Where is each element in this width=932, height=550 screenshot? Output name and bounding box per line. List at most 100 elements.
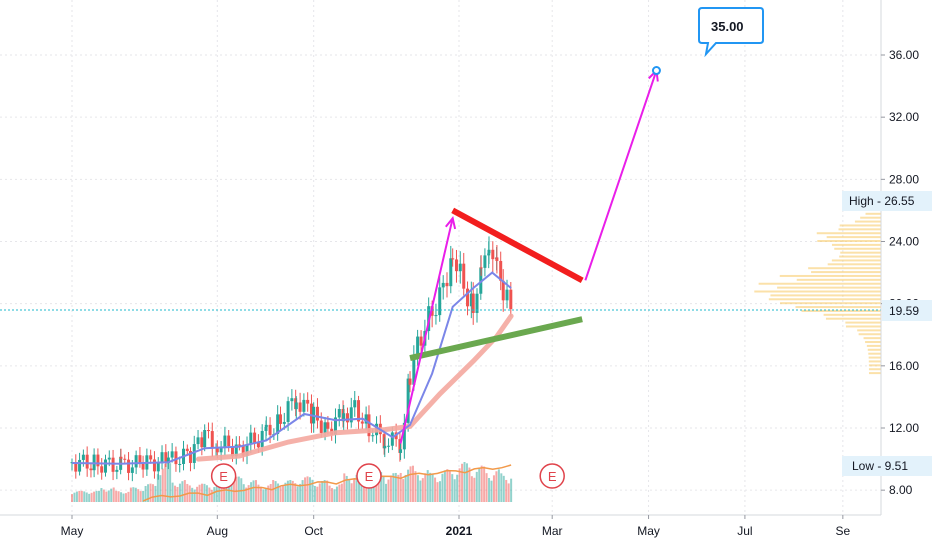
candle-body <box>290 398 294 402</box>
volume-bar <box>203 483 206 502</box>
volume-bar <box>318 483 321 502</box>
volume-bar <box>475 471 478 502</box>
earnings-circle <box>539 463 565 489</box>
volume-bar <box>497 469 500 502</box>
volume-bar <box>500 473 503 502</box>
volume-bar <box>416 475 419 502</box>
volume-bar <box>505 479 508 502</box>
volume-bar <box>267 485 270 502</box>
volume-bar <box>389 475 392 502</box>
candle-body <box>326 422 330 429</box>
low-badge: Low - 9.51 <box>842 456 932 476</box>
candle-body <box>245 444 249 456</box>
candle-body <box>501 280 505 301</box>
target-arrow[interactable] <box>584 70 658 281</box>
volume-profile-bar <box>868 352 881 355</box>
volume-bar <box>97 490 100 502</box>
candle-body <box>454 259 458 272</box>
volume-bar <box>281 485 284 502</box>
volume-profile-bar <box>768 298 881 301</box>
candle-body <box>100 466 104 473</box>
candle-body <box>364 414 368 424</box>
volume-bar <box>122 493 125 502</box>
sma-fast-line <box>71 271 512 465</box>
candle-body <box>438 287 442 316</box>
volume-bar <box>306 476 309 502</box>
volume-bar <box>161 468 164 502</box>
volume-bar <box>232 478 235 502</box>
last-price-badge: 19.59 <box>882 300 932 321</box>
volume-bar <box>331 488 334 502</box>
volume-bar <box>367 485 370 502</box>
rally-arrow[interactable] <box>399 217 454 444</box>
volume-bar <box>385 483 388 502</box>
earnings-circle <box>356 463 382 489</box>
earnings-marker[interactable]: E <box>356 463 382 489</box>
volume-bar <box>345 475 348 502</box>
volume-profile-bar <box>811 271 881 274</box>
candle-body <box>219 447 223 453</box>
volume-profile-bar <box>845 325 881 328</box>
volume-profile-bar <box>754 290 881 293</box>
volume-profile-bar <box>857 329 881 332</box>
candle-body <box>152 459 156 472</box>
volume-bar <box>304 477 307 502</box>
volume-bar <box>144 485 147 502</box>
candle-body <box>279 414 283 424</box>
volume-bar <box>404 474 407 502</box>
volume-profile-bar <box>780 302 881 305</box>
volume-bar <box>365 482 368 502</box>
time-tick-label: Se <box>835 524 850 538</box>
time-tick-label: May <box>637 524 660 538</box>
volume-bar <box>495 471 498 502</box>
volume-bar <box>85 492 88 502</box>
volume-profile-bar <box>868 364 881 367</box>
volume-bar <box>387 479 390 502</box>
sma-slow-line <box>195 313 514 462</box>
volume-bar <box>80 490 83 502</box>
volume-bar <box>362 478 365 502</box>
volume-bar <box>196 486 199 502</box>
trend-drawings[interactable] <box>399 66 661 444</box>
volume-profile-bar <box>867 348 881 351</box>
candle-body <box>123 458 127 460</box>
candle-body <box>138 455 142 464</box>
candle-body <box>302 399 306 412</box>
candle-body <box>298 402 302 412</box>
resistance-line[interactable] <box>451 207 584 283</box>
earnings-marker[interactable]: E <box>539 463 565 489</box>
volume-profile-bar <box>868 360 881 363</box>
volume-bar <box>321 481 324 502</box>
candle-body <box>234 444 238 457</box>
time-axis[interactable]: May Aug Oct 2021 Mar May Jul Se <box>61 515 851 538</box>
volume-bar <box>169 463 172 502</box>
earnings-marker[interactable]: E <box>210 463 237 489</box>
volume-bar <box>100 488 103 502</box>
volume-bar <box>286 480 289 502</box>
candle-body <box>74 462 78 472</box>
target-callout-label: 35.00 <box>711 19 744 34</box>
volume-profile-bar <box>831 243 881 246</box>
volume-bar <box>151 484 154 502</box>
volume-bar <box>308 477 311 502</box>
volume-bar <box>147 484 150 502</box>
volume-bar <box>78 490 81 502</box>
volume-bar <box>323 480 326 502</box>
target-callout[interactable]: 35.00 <box>698 7 764 58</box>
volume-profile-bar <box>808 267 881 270</box>
candle-body <box>458 263 462 272</box>
support-line[interactable] <box>409 316 583 361</box>
candle-body <box>96 454 100 467</box>
candle-body <box>499 260 503 281</box>
candle-body <box>206 430 210 432</box>
candle-body <box>406 378 410 423</box>
volume-bar <box>448 470 451 502</box>
candle-body <box>462 263 466 289</box>
target-point[interactable] <box>651 66 661 76</box>
volume-bar <box>134 487 137 502</box>
time-tick-label: Jul <box>737 524 752 538</box>
candle-body <box>215 447 219 453</box>
volume-profile-bar <box>816 232 881 235</box>
high-badge-label: High - 26.55 <box>849 194 915 208</box>
